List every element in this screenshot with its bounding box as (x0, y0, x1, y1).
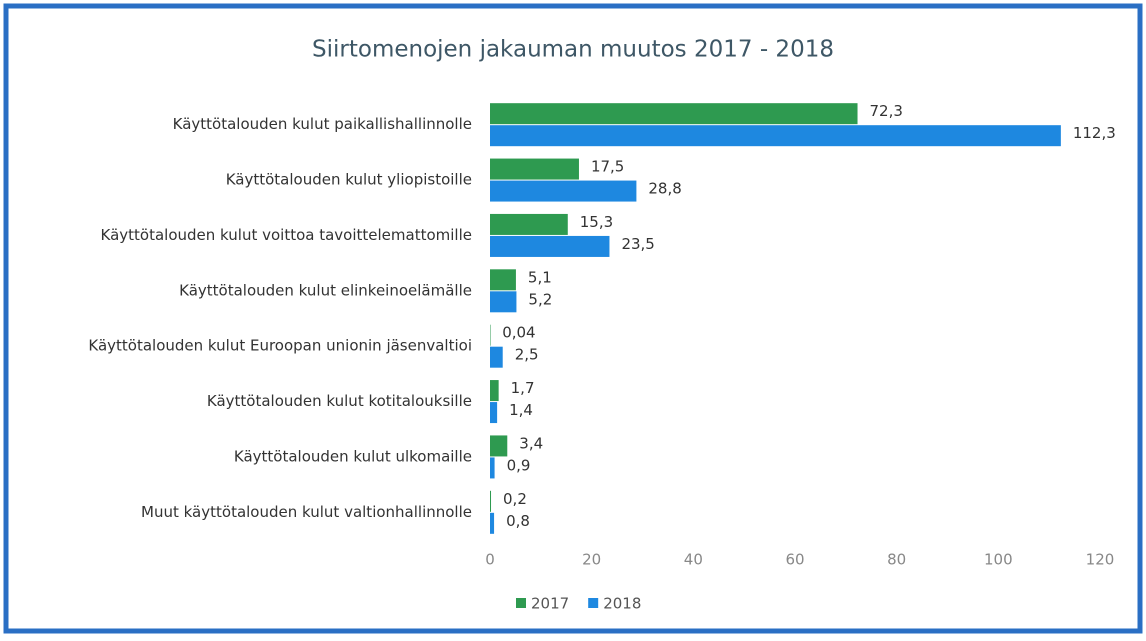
frame (3, 3, 1143, 634)
x-tick-label: 20 (582, 551, 601, 569)
data-label: 5,1 (528, 268, 552, 286)
data-label: 0,04 (502, 324, 535, 342)
bar (490, 291, 517, 313)
bar (490, 346, 503, 368)
data-label: 5,2 (528, 290, 552, 308)
x-tick-label: 80 (887, 551, 906, 569)
bar (490, 235, 610, 257)
x-tick-label: 40 (684, 551, 703, 569)
data-label: 0,2 (503, 490, 527, 508)
y-tick-label: Käyttötalouden kulut elinkeinoelämälle (179, 281, 472, 299)
data-label: 23,5 (621, 235, 654, 253)
bar (490, 103, 858, 125)
legend-swatch (588, 598, 599, 608)
legend-swatch (516, 598, 526, 608)
data-label: 1,4 (509, 401, 533, 419)
bar (490, 402, 498, 424)
y-tick-label: Käyttötalouden kulut voittoa tavoittelem… (101, 226, 472, 244)
bar (490, 158, 579, 180)
data-label: 2,5 (515, 346, 539, 364)
bar (490, 269, 516, 291)
x-tick-label: 0 (485, 551, 495, 569)
y-tick-label: Muut käyttötalouden kulut valtionhallinn… (141, 503, 472, 521)
data-label: 72,3 (870, 102, 903, 120)
data-label: 17,5 (591, 158, 624, 176)
data-label: 0,8 (506, 512, 530, 530)
x-tick-label: 100 (984, 551, 1013, 569)
bar (490, 512, 495, 534)
bar (490, 324, 491, 346)
data-label: 15,3 (580, 213, 613, 231)
bar (490, 457, 495, 479)
bar (490, 125, 1061, 147)
data-label: 0,9 (507, 456, 531, 474)
bar (490, 435, 508, 457)
y-tick-label: Käyttötalouden kulut kotitalouksille (207, 392, 472, 410)
x-tick-label: 60 (785, 551, 804, 569)
chart-title: Siirtomenojen jakauman muutos 2017 - 201… (312, 37, 834, 63)
bar (490, 213, 568, 235)
legend-label: 2018 (603, 595, 641, 613)
y-tick-label: Käyttötalouden kulut Euroopan unionin jä… (88, 337, 472, 355)
y-tick-label: Käyttötalouden kulut ulkomaille (234, 447, 472, 465)
legend-label: 2017 (531, 595, 569, 613)
bar (490, 380, 499, 402)
data-label: 1,7 (511, 379, 535, 397)
bar (490, 180, 637, 202)
bar (490, 490, 492, 512)
data-label: 112,3 (1073, 124, 1116, 142)
y-tick-label: Käyttötalouden kulut paikallishallinnoll… (173, 115, 472, 133)
y-tick-label: Käyttötalouden kulut yliopistoille (226, 171, 472, 189)
data-label: 3,4 (519, 434, 543, 452)
data-label: 28,8 (648, 180, 681, 198)
x-tick-label: 120 (1086, 551, 1115, 569)
